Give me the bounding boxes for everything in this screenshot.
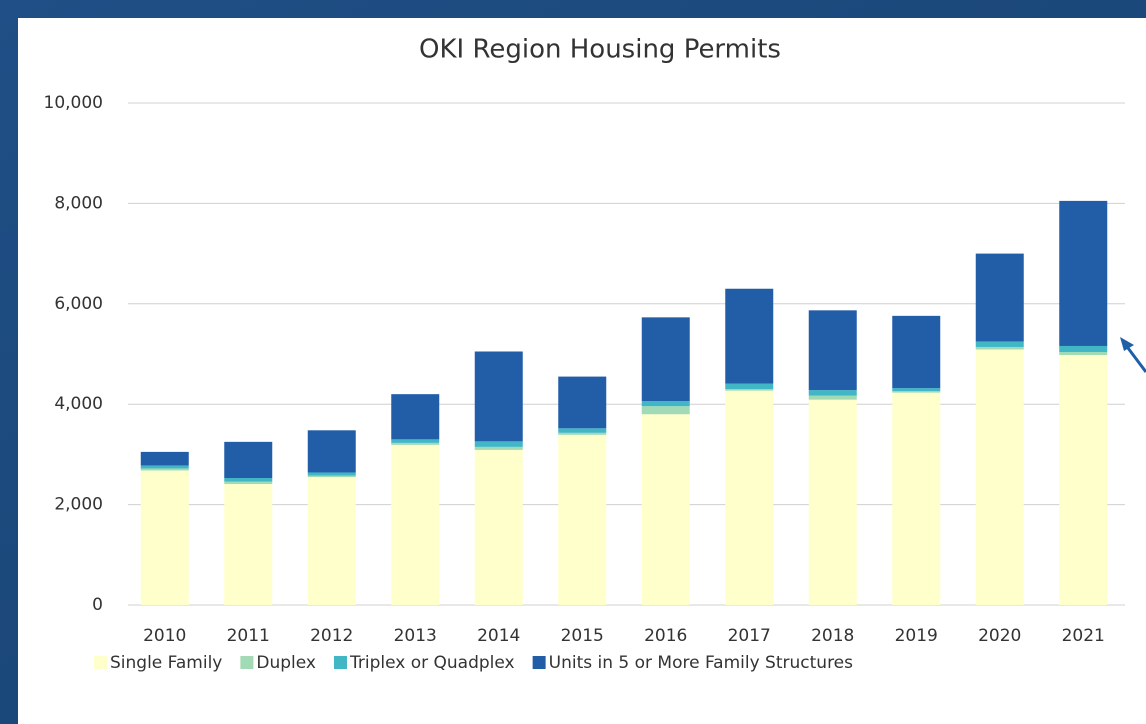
bar-segment	[474, 441, 523, 447]
y-tick-label: 6,000	[54, 294, 103, 314]
bar-segment	[641, 401, 690, 407]
bar-segment	[1059, 355, 1108, 605]
chart-title: OKI Region Housing Permits	[419, 35, 781, 65]
bar-segment	[892, 391, 941, 393]
bar-segment	[474, 446, 523, 450]
x-tick-label: 2018	[811, 626, 854, 646]
bar-segment	[140, 468, 189, 471]
bar-segment	[140, 451, 189, 466]
bar-segment	[391, 394, 440, 440]
bar-segment	[725, 389, 774, 391]
bar-segment	[391, 439, 440, 443]
bar-segment	[140, 470, 189, 605]
bar-segment	[474, 351, 523, 442]
y-tick-label: 4,000	[54, 394, 103, 414]
bar-segment	[725, 390, 774, 605]
bar-segment	[224, 441, 273, 478]
y-tick-label: 8,000	[54, 193, 103, 213]
bar-segment	[307, 475, 356, 477]
bar-segment	[1059, 351, 1108, 356]
bar-segment	[474, 449, 523, 605]
x-tick-label: 2013	[394, 626, 437, 646]
annotation-arrow	[1123, 343, 1146, 373]
bar-segment	[558, 428, 607, 433]
legend-swatch	[240, 656, 254, 669]
plot: 0 2,000 4,000 6,000 8,000 10,000 2010 2011 2012 2…	[44, 93, 1125, 673]
bar-segment	[892, 315, 941, 389]
legend-swatch	[94, 656, 107, 669]
bar-segment	[307, 430, 356, 473]
bar-segment	[224, 484, 273, 605]
bar-segment	[641, 414, 690, 605]
bar-segment	[975, 253, 1024, 342]
legend-swatch	[333, 656, 347, 669]
bar-segment	[140, 465, 189, 469]
bar-segment	[975, 349, 1024, 605]
panel	[18, 18, 1146, 724]
bar-segment	[391, 442, 440, 445]
bar-segment	[975, 341, 1024, 347]
x-tick-label: 2017	[728, 626, 771, 646]
bar-segment	[808, 310, 857, 391]
x-tick-label: 2014	[477, 626, 520, 646]
bar-segment	[725, 383, 774, 390]
x-tick-label: 2010	[143, 626, 186, 646]
x-tick-label: 2019	[895, 626, 938, 646]
x-tick-label: 2016	[644, 626, 687, 646]
bar-segment	[558, 432, 607, 435]
x-tick-label: 2020	[978, 626, 1021, 646]
y-tick-label: 2,000	[54, 495, 103, 515]
legend-label: Duplex	[256, 653, 316, 673]
bar-segment	[892, 388, 941, 392]
bar-segment	[641, 406, 690, 415]
y-tick-label: 10,000	[44, 93, 103, 113]
legend-label: Single Family	[110, 653, 222, 673]
bar-segment	[224, 477, 273, 482]
x-tick-label: 2015	[561, 626, 604, 646]
bar-segment	[808, 399, 857, 605]
bar-segment	[1059, 345, 1108, 352]
bar-segment	[307, 476, 356, 605]
y-tick-label: 0	[92, 595, 103, 615]
x-tick-label: 2011	[227, 626, 270, 646]
x-tick-label: 2012	[310, 626, 353, 646]
bar-segment	[808, 395, 857, 400]
bar-segment	[558, 376, 607, 429]
bar-segment	[892, 392, 941, 605]
legend-label: Units in 5 or More Family Structures	[549, 653, 854, 673]
bar-segment	[1059, 200, 1108, 346]
bar-segment	[307, 472, 356, 476]
bar-segment	[558, 434, 607, 605]
bar-segment	[224, 481, 273, 485]
bar-segment	[725, 288, 774, 384]
bar-segment	[975, 346, 1024, 350]
legend-label: Triplex or Quadplex	[349, 653, 515, 673]
bar-segment	[808, 390, 857, 396]
annotation-arrowhead	[1120, 337, 1134, 351]
bar-segment	[391, 444, 440, 605]
legend-swatch	[532, 656, 546, 669]
x-tick-label: 2021	[1062, 626, 1105, 646]
bar-segment	[641, 317, 690, 402]
